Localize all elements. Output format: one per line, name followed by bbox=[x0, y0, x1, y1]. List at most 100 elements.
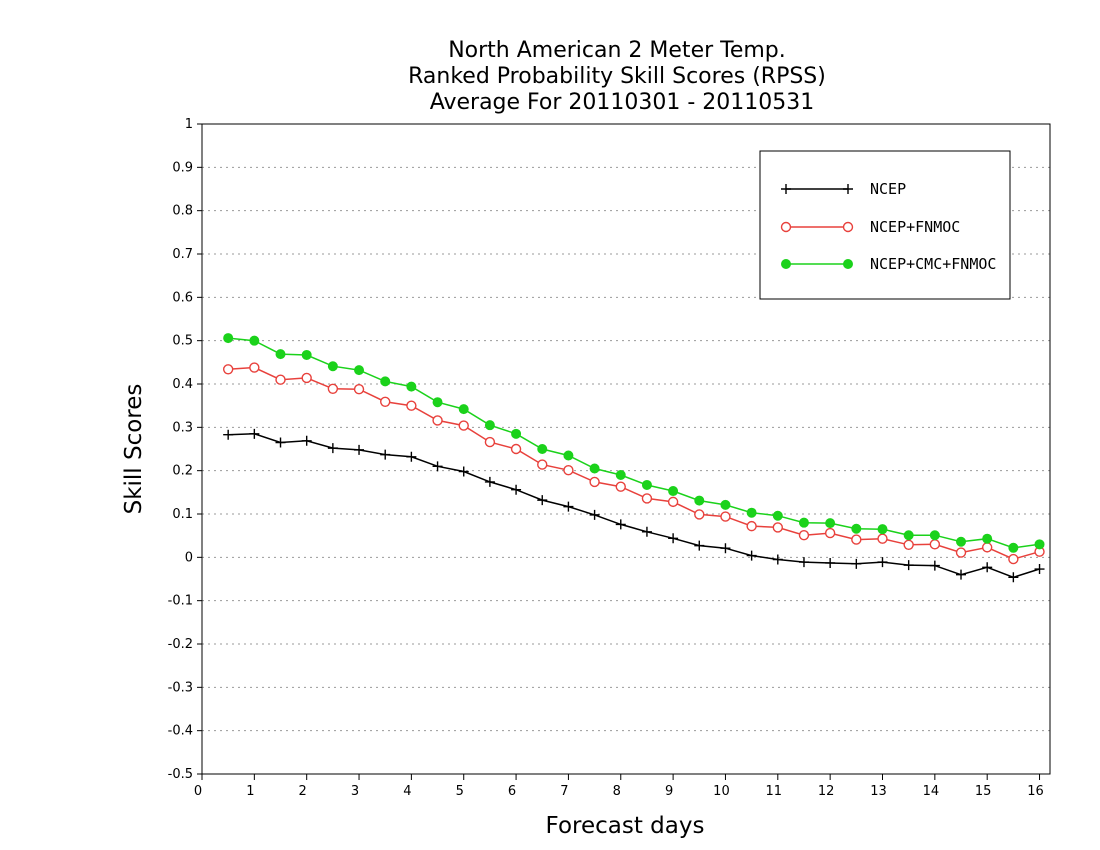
data-point bbox=[780, 221, 792, 233]
data-point bbox=[354, 365, 365, 376]
data-point bbox=[694, 495, 705, 506]
data-point bbox=[510, 443, 522, 455]
x-tick-label: 14 bbox=[923, 784, 940, 799]
data-point bbox=[877, 524, 888, 535]
y-tick-label: -0.2 bbox=[168, 637, 193, 652]
data-point bbox=[432, 461, 443, 472]
data-point bbox=[772, 510, 783, 521]
data-point bbox=[249, 335, 260, 346]
x-axis-label: Forecast days bbox=[546, 813, 705, 839]
chart-title: North American 2 Meter Temp. Ranked Prob… bbox=[408, 38, 826, 115]
legend-label: NCEP bbox=[870, 180, 906, 198]
data-point bbox=[458, 420, 469, 431]
data-point bbox=[458, 404, 469, 415]
y-tick-label: 0.8 bbox=[172, 204, 193, 219]
y-tick-label: 0.4 bbox=[172, 377, 193, 392]
data-point bbox=[772, 554, 783, 565]
y-tick-label: 0.7 bbox=[172, 247, 193, 262]
plot-frame bbox=[201, 123, 1051, 775]
legend-label: NCEP+CMC+FNMOC bbox=[870, 255, 996, 273]
title-line-1: North American 2 Meter Temp. bbox=[448, 38, 786, 63]
data-point bbox=[615, 519, 626, 530]
data-point bbox=[877, 533, 888, 544]
x-tick-label: 0 bbox=[194, 784, 202, 799]
y-axis-label: Skill Scores bbox=[121, 384, 147, 515]
x-tick-label: 11 bbox=[766, 784, 783, 799]
data-point bbox=[223, 429, 234, 440]
data-point bbox=[667, 496, 679, 508]
data-point bbox=[537, 495, 548, 506]
data-point bbox=[825, 557, 836, 568]
data-point bbox=[842, 221, 854, 233]
x-tick-label: 5 bbox=[456, 784, 464, 799]
data-point bbox=[824, 527, 836, 539]
data-point bbox=[641, 526, 652, 537]
data-point bbox=[380, 376, 391, 387]
data-point bbox=[641, 493, 653, 504]
series-ncep-fnmoc bbox=[222, 362, 1045, 565]
data-point bbox=[798, 530, 810, 541]
x-axis: 0 1 2 3 4 5 6 7 8 9 10 11 12 13 14 15 16 bbox=[194, 774, 1044, 799]
data-point bbox=[694, 540, 705, 551]
series-layer bbox=[222, 333, 1045, 583]
data-point bbox=[563, 465, 574, 476]
data-point bbox=[903, 530, 914, 541]
data-point bbox=[781, 184, 791, 194]
y-tick-label: 0.2 bbox=[172, 464, 193, 479]
data-point bbox=[903, 560, 914, 571]
y-tick-label: -0.3 bbox=[168, 680, 193, 695]
series-line bbox=[228, 366, 1040, 560]
data-point bbox=[249, 362, 260, 373]
x-tick-label: 6 bbox=[508, 784, 516, 799]
data-point bbox=[589, 476, 600, 488]
legend-box bbox=[759, 150, 1011, 300]
data-point bbox=[406, 451, 417, 462]
data-point bbox=[825, 518, 836, 529]
data-point bbox=[877, 557, 888, 568]
data-point bbox=[851, 558, 862, 569]
data-point bbox=[589, 463, 600, 474]
data-point bbox=[484, 476, 495, 487]
legend-item: NCEP+FNMOC bbox=[780, 218, 960, 236]
data-point bbox=[537, 459, 548, 470]
data-point bbox=[746, 507, 757, 518]
x-tick-label: 1 bbox=[246, 784, 254, 799]
title-line-3: Average For 20110301 - 20110531 bbox=[430, 90, 815, 115]
data-point bbox=[406, 381, 417, 392]
data-point bbox=[851, 523, 862, 534]
y-tick-label: 0.6 bbox=[172, 290, 193, 305]
data-point bbox=[327, 361, 338, 372]
data-point bbox=[982, 533, 993, 544]
y-tick-label: -0.4 bbox=[168, 724, 193, 739]
data-point bbox=[327, 383, 339, 394]
data-point bbox=[484, 436, 496, 448]
data-point bbox=[851, 534, 862, 545]
data-point bbox=[563, 450, 574, 461]
data-point bbox=[1034, 539, 1045, 550]
y-tick-label: 0.3 bbox=[172, 420, 193, 435]
data-point bbox=[798, 517, 809, 528]
data-point bbox=[327, 443, 338, 454]
data-point bbox=[249, 428, 260, 439]
data-point bbox=[981, 542, 993, 553]
data-point bbox=[772, 522, 784, 533]
data-point bbox=[537, 444, 548, 454]
series-line bbox=[228, 433, 1040, 579]
data-point bbox=[275, 349, 286, 360]
data-point bbox=[668, 533, 679, 544]
x-tick-label: 9 bbox=[665, 784, 673, 799]
data-point bbox=[1008, 553, 1019, 565]
x-tick-label: 8 bbox=[613, 784, 621, 799]
data-point bbox=[720, 543, 731, 554]
data-point bbox=[615, 470, 626, 480]
data-point bbox=[301, 372, 312, 384]
x-tick-label: 13 bbox=[870, 784, 887, 799]
y-tick-label: 0.5 bbox=[172, 334, 193, 349]
y-axis: -0.5 -0.4 -0.3 -0.2 -0.1 0 0.1 0.2 0.3 0.4 0.5 0.6 0… bbox=[168, 117, 202, 782]
data-point bbox=[589, 509, 600, 520]
data-point bbox=[275, 437, 286, 448]
data-point bbox=[781, 259, 791, 269]
data-point bbox=[929, 530, 940, 541]
data-point bbox=[511, 484, 522, 495]
